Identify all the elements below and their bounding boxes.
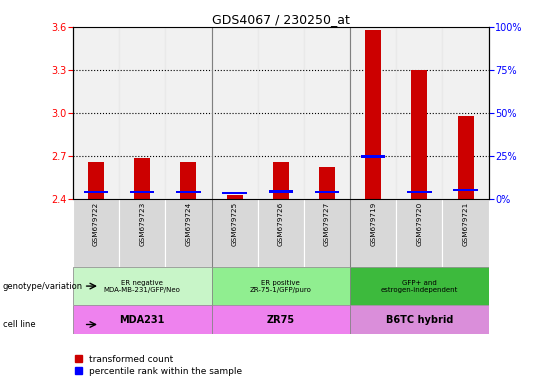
Bar — [212, 27, 258, 199]
FancyBboxPatch shape — [350, 305, 489, 334]
Text: GSM679726: GSM679726 — [278, 202, 284, 246]
FancyBboxPatch shape — [350, 199, 396, 267]
Text: GSM679722: GSM679722 — [93, 202, 99, 246]
Text: GSM679721: GSM679721 — [463, 202, 469, 246]
Bar — [176, 191, 200, 194]
Bar — [88, 162, 104, 199]
Text: GSM679723: GSM679723 — [139, 202, 145, 246]
Text: MDA231: MDA231 — [119, 315, 165, 325]
FancyBboxPatch shape — [165, 199, 212, 267]
Text: GSM679724: GSM679724 — [185, 202, 191, 246]
Bar — [258, 27, 304, 199]
Bar — [365, 30, 381, 199]
Text: GSM679720: GSM679720 — [416, 202, 422, 246]
Bar — [396, 27, 442, 199]
Bar — [315, 191, 339, 194]
FancyBboxPatch shape — [73, 199, 119, 267]
FancyBboxPatch shape — [73, 305, 212, 334]
Text: B6TC hybrid: B6TC hybrid — [386, 315, 453, 325]
Bar — [180, 162, 197, 199]
Legend: transformed count, percentile rank within the sample: transformed count, percentile rank withi… — [75, 355, 242, 376]
Bar — [361, 155, 386, 158]
Bar — [134, 158, 150, 199]
Bar — [319, 167, 335, 199]
Bar — [411, 70, 428, 199]
Bar — [222, 192, 247, 194]
FancyBboxPatch shape — [212, 305, 350, 334]
Bar — [73, 27, 119, 199]
FancyBboxPatch shape — [119, 199, 165, 267]
Bar — [407, 191, 431, 194]
FancyBboxPatch shape — [350, 267, 489, 305]
Bar — [130, 191, 154, 194]
Bar — [226, 195, 242, 199]
Bar — [442, 27, 489, 199]
Text: GSM679719: GSM679719 — [370, 202, 376, 246]
Title: GDS4067 / 230250_at: GDS4067 / 230250_at — [212, 13, 350, 26]
Bar — [350, 27, 396, 199]
FancyBboxPatch shape — [442, 199, 489, 267]
Text: GSM679725: GSM679725 — [232, 202, 238, 246]
Bar — [84, 191, 108, 194]
Text: ER positive
ZR-75-1/GFP/puro: ER positive ZR-75-1/GFP/puro — [250, 280, 312, 293]
Bar — [269, 190, 293, 193]
Bar — [119, 27, 165, 199]
FancyBboxPatch shape — [73, 267, 212, 305]
Text: GFP+ and
estrogen-independent: GFP+ and estrogen-independent — [381, 280, 458, 293]
Text: ZR75: ZR75 — [267, 315, 295, 325]
Bar — [273, 162, 289, 199]
FancyBboxPatch shape — [396, 199, 442, 267]
Bar — [457, 116, 474, 199]
FancyBboxPatch shape — [258, 199, 304, 267]
Bar — [165, 27, 212, 199]
Bar — [454, 189, 478, 191]
FancyBboxPatch shape — [212, 199, 258, 267]
Text: cell line: cell line — [3, 320, 35, 329]
Text: GSM679727: GSM679727 — [324, 202, 330, 246]
Bar — [304, 27, 350, 199]
FancyBboxPatch shape — [304, 199, 350, 267]
Text: ER negative
MDA-MB-231/GFP/Neo: ER negative MDA-MB-231/GFP/Neo — [104, 280, 181, 293]
Text: genotype/variation: genotype/variation — [3, 281, 83, 291]
FancyBboxPatch shape — [212, 267, 350, 305]
